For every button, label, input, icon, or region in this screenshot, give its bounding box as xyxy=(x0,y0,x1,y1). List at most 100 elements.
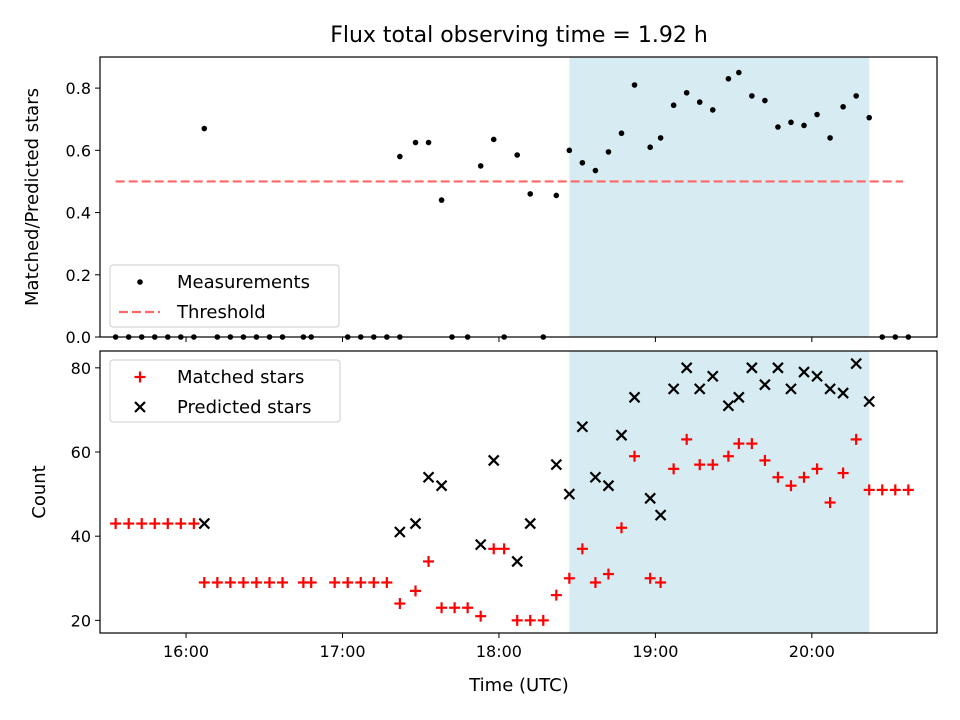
panel-2-series-2-point-stroke xyxy=(198,517,211,530)
panel-2-series-1-point xyxy=(889,484,901,496)
panel-2-series-2-point xyxy=(863,395,875,408)
panel-1-legend-box xyxy=(109,264,340,328)
panel-2-series-1-point xyxy=(511,614,523,626)
panel-1-series-1-point xyxy=(618,130,625,137)
panel-1-series-1-point xyxy=(438,197,445,203)
panel-1-series-1-point xyxy=(725,75,732,82)
panel-2-series-1-point xyxy=(237,576,249,588)
panel-2-series-1-point xyxy=(746,438,758,450)
panel-2-series-2-point xyxy=(785,383,797,395)
panel-2-series-2-point-stroke xyxy=(563,488,576,500)
panel-2-series-1-point xyxy=(902,484,914,496)
panel-1-legend-label: Threshold xyxy=(176,302,266,323)
panel-1-series-1-point xyxy=(514,152,520,158)
panel-2-series-2-point-stroke xyxy=(733,391,745,404)
panel-2-series-2-point xyxy=(680,362,693,374)
panel-2-series-2-point xyxy=(654,509,667,521)
panel-1-series-1-point xyxy=(670,102,677,109)
panel-2-series-1-point xyxy=(589,576,601,588)
panel-2-series-2-point-stroke xyxy=(722,399,735,412)
panel-2-series-1-point xyxy=(824,497,836,509)
panel-2-series-2-point xyxy=(722,399,735,412)
panel-1-series-1-point xyxy=(814,111,820,118)
panel-2-series-2-point xyxy=(602,479,615,492)
panel-1-series-1-point xyxy=(788,119,794,126)
panel-2-series-2-point xyxy=(524,517,537,530)
panel-1-series-1-point xyxy=(631,82,638,88)
panel-2-series-1-point xyxy=(305,576,317,588)
panel-1-series-1-point xyxy=(566,147,573,154)
panel-2-series-2-point-stroke xyxy=(680,362,693,374)
panel-2-series-2-point xyxy=(198,517,211,530)
panel-2-series-1-point xyxy=(644,572,656,584)
panel-2-series-1-point xyxy=(198,576,210,588)
panel-2-series-2-point xyxy=(474,538,487,551)
panel-2-series-1-point xyxy=(722,450,734,462)
panel-2-series-2-point-stroke xyxy=(474,538,487,551)
panel-2-series-2-point xyxy=(644,492,656,505)
panel-1-series-1-point xyxy=(553,192,560,199)
panel-1-series-1-point xyxy=(749,93,755,99)
panel-2-series-2-point xyxy=(746,362,758,374)
panel-2-legend-box xyxy=(109,359,341,423)
panel-2-series-2-point-stroke xyxy=(850,357,862,370)
panel-2-series-1-point xyxy=(423,555,435,567)
panel-2-legend-swatch xyxy=(134,401,146,413)
panel-2-series-2-point xyxy=(615,429,628,441)
panel-2-series-2-point-stroke xyxy=(654,509,667,521)
panel-2-series-2-point xyxy=(511,555,523,568)
panel-2-series-2-point-stroke xyxy=(811,370,823,383)
panel-2-series-2-point-stroke xyxy=(863,395,875,408)
panel-2-series-1-point xyxy=(149,518,161,530)
panel-2-series-2-point-stroke xyxy=(837,387,849,399)
panel-2-series-2-point-stroke xyxy=(511,555,523,568)
panel-2-series-2-point xyxy=(576,420,589,433)
panel-2-series-2-point xyxy=(409,517,422,530)
panel-1-series-1-point xyxy=(827,135,833,141)
panel-2-series-2-point-stroke xyxy=(798,366,810,378)
panel-1-series-1-point xyxy=(736,69,742,76)
panel-2-series-1-point xyxy=(811,463,823,475)
panel-2-series-2-point-stroke xyxy=(628,391,641,404)
panel-2-series-1-point xyxy=(524,614,536,626)
panel-2-legend: Matched stars Predicted stars xyxy=(109,359,341,423)
panel-2-series-1-point xyxy=(394,598,406,610)
panel-2-series-1-point xyxy=(772,471,784,483)
panel-1-y-tick-label: 0.4 xyxy=(66,204,91,223)
panel-2-series-1-point xyxy=(876,484,888,496)
panel-2-series-2-point-stroke xyxy=(409,517,422,530)
panel-2-series-2-point-stroke xyxy=(785,383,797,395)
panel-1-series-1-point xyxy=(853,93,859,99)
panel-2-series-1-point xyxy=(550,589,562,601)
panel-1-series-1-point xyxy=(592,167,599,174)
panel-2-legend-swatch xyxy=(134,371,146,383)
panel-1-series-1-point xyxy=(477,163,484,169)
panel-2-series-1-point xyxy=(798,471,810,483)
panel-2-series-1-point xyxy=(342,576,354,588)
x-axis-label: Time (UTC) xyxy=(468,675,569,696)
panel-1-legend-label: Measurements xyxy=(177,272,310,293)
panel-1-series-1-point xyxy=(527,191,534,197)
panel-2-series-1-point xyxy=(188,518,200,530)
panel-2-series-1-point xyxy=(136,518,148,530)
panel-2-series-2-point xyxy=(487,454,500,467)
chart-title: Flux total observing time = 1.92 h xyxy=(330,23,708,48)
panel-1-series-1-point xyxy=(397,153,403,160)
panel-2-series-2-point xyxy=(733,391,745,404)
panel-2-series-1-point xyxy=(681,433,693,445)
panel-2-y-tick-label: 40 xyxy=(71,527,91,546)
x-tick-label: 19:00 xyxy=(632,642,678,661)
panel-2-y-tick-label: 20 xyxy=(71,611,91,630)
panel-2-series-2-point xyxy=(772,362,784,374)
panel-2-series-2-point-stroke xyxy=(667,383,680,395)
panel-1-y-tick-label: 0.2 xyxy=(66,266,91,285)
panel-2-highlight-span xyxy=(569,351,870,633)
panel-2-series-2-point xyxy=(435,479,448,492)
panel-2-series-2-point xyxy=(706,370,719,383)
panel-1-y-axis-label: Matched/Predicted stars xyxy=(22,88,43,306)
panel-2-series-1-point xyxy=(329,576,341,588)
panel-1-series-1-point xyxy=(840,103,846,110)
panel-1-series-1-point xyxy=(605,149,612,155)
panel-2-series-1-point xyxy=(410,585,422,597)
panel-2-series-1-point xyxy=(655,576,667,588)
